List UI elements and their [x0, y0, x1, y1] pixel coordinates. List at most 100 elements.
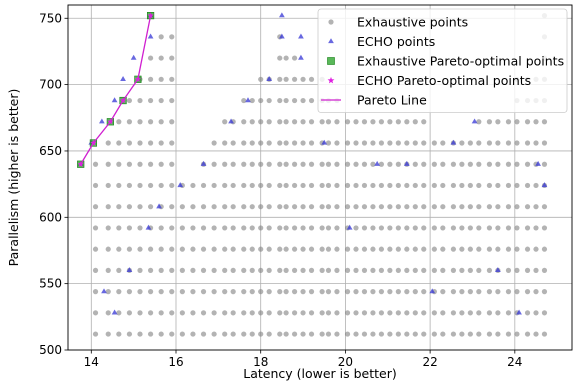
exhaustive-point	[450, 267, 457, 273]
exhaustive-point	[412, 119, 418, 125]
exhaustive-point	[300, 310, 306, 316]
exhaustive-point	[467, 182, 473, 189]
exhaustive-point	[249, 140, 255, 146]
exhaustive-point	[505, 225, 512, 231]
exhaustive-point	[344, 246, 351, 252]
y-tick-label: 550	[39, 277, 62, 291]
exhaustive-point	[395, 225, 401, 231]
exhaustive-point	[169, 119, 175, 125]
exhaustive-point	[200, 310, 207, 316]
exhaustive-point	[495, 331, 501, 337]
exhaustive-point	[325, 246, 332, 252]
exhaustive-point	[241, 310, 247, 316]
exhaustive-point	[249, 225, 255, 231]
exhaustive-point	[190, 310, 196, 316]
exhaustive-point	[169, 161, 175, 167]
exhaustive-point	[476, 140, 482, 146]
exhaustive-point	[459, 225, 465, 231]
echo-point	[298, 54, 304, 60]
echo-point	[101, 288, 107, 294]
exhaustive-point	[190, 267, 196, 273]
exhaustive-point	[308, 310, 315, 316]
legend-label: ECHO points	[357, 34, 435, 49]
exhaustive-point	[450, 225, 457, 231]
echo-pareto-point	[90, 139, 97, 146]
exhaustive-point	[266, 119, 272, 125]
exhaustive-point	[476, 225, 482, 231]
exhaustive-point	[230, 310, 236, 316]
exhaustive-point	[370, 246, 376, 252]
exhaustive-point	[533, 310, 539, 316]
exhaustive-point	[283, 140, 289, 146]
exhaustive-point	[92, 289, 99, 295]
exhaustive-point	[283, 76, 289, 82]
exhaustive-point	[241, 225, 247, 231]
exhaustive-point	[387, 182, 393, 189]
exhaustive-point	[169, 182, 175, 189]
exhaustive-point	[308, 182, 315, 189]
exhaustive-point	[137, 289, 143, 295]
exhaustive-point	[179, 289, 185, 295]
exhaustive-point	[370, 310, 376, 316]
exhaustive-point	[334, 182, 340, 189]
x-tick-label: 20	[338, 355, 353, 369]
echo-point	[279, 33, 285, 39]
exhaustive-point	[440, 182, 446, 189]
exhaustive-point	[158, 76, 164, 82]
exhaustive-point	[495, 225, 501, 231]
exhaustive-point	[505, 267, 512, 273]
exhaustive-point	[353, 246, 359, 252]
echo-point	[145, 224, 152, 230]
exhaustive-point	[524, 310, 531, 316]
exhaustive-point	[249, 119, 255, 125]
exhaustive-point	[440, 289, 446, 295]
exhaustive-point	[431, 267, 437, 273]
exhaustive-point	[241, 140, 247, 146]
exhaustive-point	[524, 140, 531, 146]
exhaustive-point	[258, 331, 264, 337]
exhaustive-point	[431, 225, 437, 231]
exhaustive-point	[495, 161, 501, 167]
exhaustive-point	[230, 246, 236, 252]
exhaustive-point	[211, 289, 217, 295]
exhaustive-point	[116, 204, 122, 210]
exhaustive-point	[533, 204, 539, 210]
exhaustive-point	[344, 331, 351, 337]
exhaustive-point	[319, 161, 325, 167]
x-tick-label: 18	[253, 355, 268, 369]
exhaustive-point	[211, 204, 217, 210]
exhaustive-point	[300, 331, 306, 337]
exhaustive-point	[541, 331, 548, 337]
exhaustive-point	[467, 310, 473, 316]
exhaustive-point	[541, 140, 548, 146]
exhaustive-point	[222, 204, 228, 210]
exhaustive-point	[277, 55, 283, 61]
legend-label: Exhaustive points	[357, 15, 468, 30]
exhaustive-point	[105, 331, 111, 337]
exhaustive-point	[291, 182, 298, 189]
exhaustive-point	[300, 289, 306, 295]
exhaustive-point	[222, 267, 228, 273]
echo-point	[177, 182, 184, 188]
exhaustive-point	[169, 55, 175, 61]
exhaustive-point	[283, 182, 289, 189]
exhaustive-point	[404, 246, 410, 252]
exhaustive-point	[147, 97, 154, 104]
exhaustive-point	[116, 246, 122, 252]
exhaustive-point	[277, 161, 283, 167]
exhaustive-point	[169, 140, 175, 146]
exhaustive-point	[334, 310, 340, 316]
echo-point	[516, 309, 522, 315]
exhaustive-point	[387, 119, 393, 125]
exhaustive-point	[169, 225, 175, 231]
exhaustive-point	[486, 119, 493, 125]
exhaustive-point	[505, 310, 512, 316]
exhaustive-point	[266, 289, 272, 295]
exhaustive-point	[334, 204, 340, 210]
exhaustive-point	[283, 55, 289, 61]
exhaustive-point	[486, 331, 493, 337]
exhaustive-point	[291, 55, 298, 61]
exhaustive-point	[319, 225, 325, 231]
exhaustive-point	[222, 310, 228, 316]
